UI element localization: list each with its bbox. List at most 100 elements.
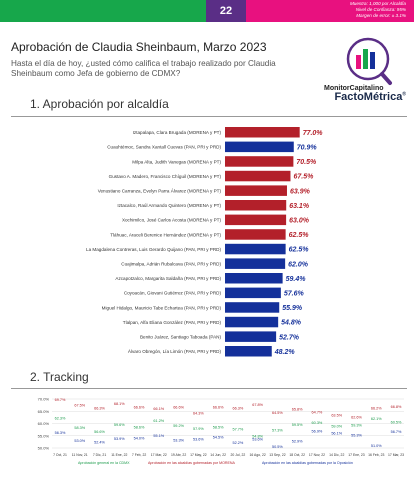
bar-value-label: 70.5% (296, 159, 317, 166)
x-tick-label: 17 May, 22 (190, 453, 207, 457)
series-point-label: 66.6% (173, 406, 184, 410)
x-tick-label: 20 Jul, 22 (231, 453, 246, 457)
methodology-sample: Muestra: 1,000 por Alcaldía (349, 1, 406, 6)
bar-category-label: Benito Juárez, Santiago Taboada (PAN) (140, 334, 222, 339)
section-divider (11, 116, 407, 117)
series-point-label: 58.5% (213, 426, 224, 430)
series-point-label: 56.1% (331, 431, 342, 435)
bar-value-label: 52.7% (279, 334, 300, 341)
x-tick-label: 17 Ene, 23 (348, 453, 365, 457)
series-point-label: 59.0% (331, 424, 342, 428)
page-subtitle: Hasta el día de hoy, ¿usted cómo calific… (11, 59, 276, 78)
bar-category-label: Xochimilco, José Carlos Acosta (MORENA y… (122, 218, 222, 223)
series-point-label: 66.1% (153, 407, 164, 411)
series-point-label: 61.2% (153, 419, 164, 423)
y-tick-label: 65.0% (38, 409, 50, 414)
series-point-label: 52.4% (94, 441, 105, 445)
series-point-label: 56.3% (55, 431, 66, 435)
legend-morena: Aprobación en las alcaldías gobernadas p… (148, 461, 235, 465)
series-point-label: 53.6% (252, 438, 263, 442)
bar-category-label: Iztacalco, Raúl Armando Quintero (MORENA… (117, 203, 221, 208)
bar (225, 258, 286, 269)
series-point-label: 59.5% (292, 423, 303, 427)
series-point-label: 69.7% (55, 398, 66, 402)
x-tick-label: 11 Nov, 21 (72, 453, 88, 457)
y-tick-label: 70.0% (38, 397, 50, 402)
bar-value-label: 54.8% (281, 320, 302, 327)
series-point-label: 60.3% (312, 421, 323, 425)
series-point-label: 68.1% (114, 402, 125, 406)
banner-green-block (0, 0, 206, 22)
top-banner: 22 Muestra: 1,000 por Alcaldía Nivel de … (0, 0, 414, 22)
x-tick-label: 14 Jun, 22 (210, 453, 226, 457)
x-tick-label: 16 Feb, 23 (368, 453, 384, 457)
series-point-label: 52.2% (232, 441, 243, 445)
section-approval-title: 1. Aprobación por alcaldía (30, 97, 169, 111)
x-tick-label: 7 Dic, 21 (93, 453, 106, 457)
bar-value-label: 55.9% (282, 305, 303, 312)
brand-label: FactoMétrica (334, 91, 403, 103)
series-point-label: 64.3% (193, 411, 204, 415)
bar-category-label: Tláhuac, Araceli Berenice Hernández (MOR… (110, 232, 221, 237)
bar (225, 229, 286, 240)
series-point-label: 53.6% (193, 438, 204, 442)
series-point-label: 62.3% (55, 416, 66, 420)
logo-text: MonitorCapitalino (324, 85, 384, 92)
bar-value-label: 48.2% (274, 349, 296, 356)
series-point-label: 54.0% (134, 437, 145, 441)
series-point-label: 66.3% (232, 406, 243, 410)
x-tick-label: 7 Oct, 21 (53, 453, 67, 457)
series-point-label: 53.3% (173, 438, 184, 442)
series-point-label: 55.3% (351, 433, 362, 437)
y-tick-label: 55.0% (38, 433, 50, 438)
series-point-label: 56.6% (94, 430, 105, 434)
bar (225, 346, 272, 357)
bar-category-label: La Magdalena Contreras, Luis Gerardo Qui… (86, 247, 221, 252)
bar-value-label: 57.6% (284, 290, 305, 297)
series-point-label: 66.3% (94, 406, 105, 410)
page-number: 22 (206, 0, 246, 22)
x-tick-label: 11 Ene, 22 (111, 453, 127, 457)
bar-value-label: 70.9% (297, 144, 318, 151)
bar-value-label: 77.0% (303, 130, 324, 137)
bar-value-label: 62.5% (289, 232, 310, 239)
bar-category-label: Álvaro Obregón, Lía Limón (PAN, PRI y PR… (128, 348, 222, 354)
series-point-label: 60.5% (391, 421, 402, 425)
x-tick-label: 16 Ago, 22 (250, 453, 266, 457)
series-point-label: 63.5% (331, 413, 342, 417)
series-point-label: 59.2% (173, 424, 184, 428)
series-point-label: 66.2% (371, 407, 382, 411)
bar (225, 302, 280, 313)
bar-category-label: Azcapotzalco, Margarita Saldaña (PAN, PR… (115, 276, 221, 281)
methodology-error: Margen de error: ± 3.1% (356, 13, 406, 18)
methodology-confidence: Nivel de Confianza: 95% (355, 7, 406, 12)
bar-value-label: 59.4% (286, 276, 307, 283)
bar-category-label: Milpa Alta, Judith Vanegas (MORENA y PT) (132, 159, 221, 164)
bar-value-label: 63.0% (289, 217, 310, 224)
brand-registered-mark: ® (402, 91, 406, 98)
bar-category-label: Cuauhtémoc, Sandra Xantall Cuevas (PAN, … (107, 145, 221, 150)
series-point-label: 62.1% (371, 417, 382, 421)
x-tick-label: 19 Abr, 22 (171, 453, 186, 457)
bar (225, 214, 287, 226)
bar (225, 156, 294, 167)
bar-category-label: Tlalpan, Alfa Eliana González (PAN, PRI … (123, 320, 222, 325)
bar (225, 127, 300, 138)
page-title: Aprobación de Claudia Sheinbaum, Marzo 2… (11, 40, 267, 54)
bar-category-label: Coyoacán, Giovani Gutiérrez (PAN, PRI y … (124, 291, 222, 296)
y-tick-label: 50.0% (38, 446, 50, 451)
bar-value-label: 63.1% (289, 203, 310, 210)
x-tick-label: 17 Nov, 22 (309, 453, 325, 457)
series-point-label: 59.6% (114, 423, 125, 427)
bar-value-label: 63.9% (290, 188, 311, 195)
bar (225, 170, 291, 182)
bar-value-label: 67.5% (293, 174, 314, 181)
series-point-label: 56.9% (312, 429, 323, 433)
bar-category-label: Gustavo A. Madero, Francisco Chíguil (MO… (109, 174, 222, 179)
bar (225, 185, 287, 196)
series-point-label: 66.8% (391, 405, 402, 409)
series-point-label: 58.3% (74, 426, 85, 430)
legend-oposicion: Aprobación en las alcaldías gobernadas p… (262, 461, 353, 465)
bar-category-label: Miguel Hidalgo, Mauricio Tabe Echartea (… (102, 305, 222, 310)
